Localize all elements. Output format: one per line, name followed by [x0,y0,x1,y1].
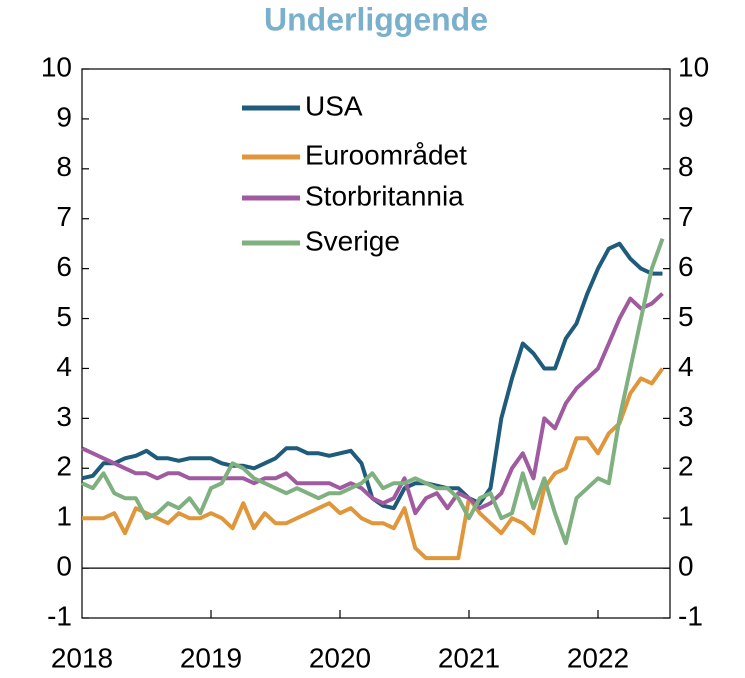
series-line [81,241,663,511]
x-tick-label: 2021 [438,642,500,673]
series-line [81,238,665,546]
x-tick-label: 2019 [180,642,242,673]
y2-tick-label: 4 [678,351,694,382]
y2-tick-label: 8 [678,151,694,182]
y-tick-label: 8 [56,151,72,182]
series-line [81,292,664,516]
y2-tick-label: 6 [678,251,694,282]
y2-tick-label: 10 [678,51,709,82]
y-tick-label: 0 [56,550,72,581]
x-tick-label: 2018 [51,642,113,673]
y2-tick-label: 5 [678,301,694,332]
x-tick-label: 2020 [309,642,371,673]
y-tick-label: 1 [56,501,72,532]
series-line [82,367,665,561]
y2-tick-label: 2 [678,451,694,482]
y2-tick-label: 0 [678,550,694,581]
y2-tick-label: 1 [678,501,694,532]
legend-label: Storbritannia [305,180,464,211]
y-tick-label: 5 [56,301,72,332]
y2-tick-label: 9 [678,101,694,132]
y-tick-label: 10 [41,51,72,82]
y-tick-label: 3 [56,401,72,432]
legend-label: USA [305,90,363,121]
plot-frame [81,68,671,619]
legend-label: Sverige [305,225,400,256]
y-tick-label: 2 [56,451,72,482]
chart-title: Underliggende [264,1,488,37]
y-tick-label: -1 [47,600,72,631]
y-tick-label: 6 [56,251,72,282]
y2-tick-label: 7 [678,201,694,232]
legend-label: Euroområdet [305,139,467,170]
y-tick-label: 7 [56,201,72,232]
y2-tick-label: 3 [678,401,694,432]
x-tick-label: 2022 [567,642,629,673]
y2-tick-label: -1 [678,600,703,631]
y-tick-label: 4 [56,351,72,382]
y-tick-label: 9 [56,101,72,132]
